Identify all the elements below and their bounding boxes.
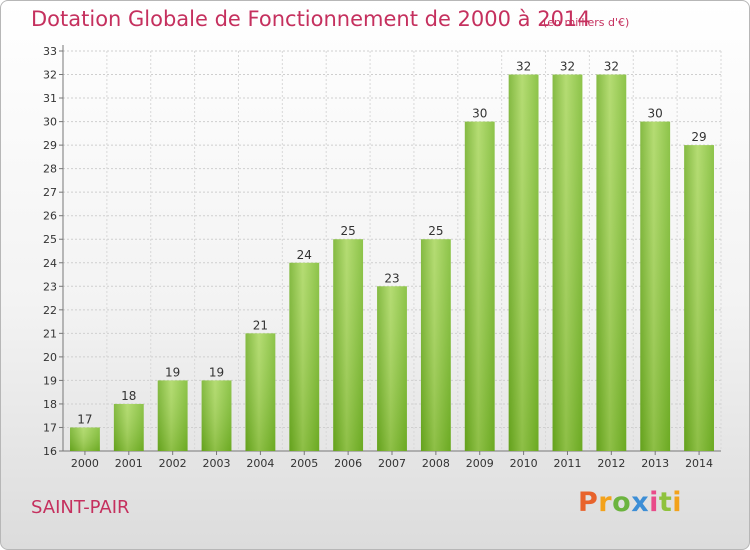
logo-letter: o: [612, 487, 632, 518]
y-tick-label: 32: [43, 69, 57, 82]
bar-shade: [201, 380, 232, 451]
value-label: 19: [165, 365, 180, 379]
x-tick-label: 2012: [597, 457, 625, 470]
y-tick-label: 18: [43, 398, 57, 411]
x-tick-label: 2008: [422, 457, 450, 470]
logo-letter: t: [658, 487, 673, 518]
y-tick-label: 33: [43, 45, 57, 58]
logo-letter: i: [649, 487, 659, 518]
y-tick-label: 20: [43, 351, 57, 364]
value-label: 32: [604, 60, 619, 74]
logo-letter: P: [578, 487, 599, 518]
value-label: 32: [560, 60, 575, 74]
value-label: 30: [472, 107, 487, 121]
chart-subtitle: (en milliers d'€): [543, 16, 630, 29]
y-tick-label: 25: [43, 233, 57, 246]
value-label: 17: [77, 412, 92, 426]
x-tick-label: 2007: [378, 457, 406, 470]
bar-shade: [596, 74, 627, 451]
y-tick-label: 26: [43, 210, 57, 223]
bar-shade: [157, 380, 188, 451]
bar-shade: [113, 403, 144, 451]
bar-shade: [333, 239, 364, 451]
value-label: 29: [691, 130, 706, 144]
x-tick-label: 2006: [334, 457, 362, 470]
x-tick-label: 2001: [115, 457, 143, 470]
value-label: 19: [209, 365, 224, 379]
bar-shade: [552, 74, 583, 451]
x-tick-label: 2013: [641, 457, 669, 470]
chart-title: Dotation Globale de Fonctionnement de 20…: [31, 7, 591, 31]
logo-letter: r: [598, 487, 613, 518]
commune-name: SAINT-PAIR: [31, 497, 130, 518]
value-label: 30: [648, 107, 663, 121]
x-tick-label: 2011: [553, 457, 581, 470]
y-tick-label: 29: [43, 139, 57, 152]
bar-shade: [508, 74, 539, 451]
x-tick-label: 2009: [466, 457, 494, 470]
bar-shade: [289, 262, 320, 451]
value-label: 32: [516, 60, 531, 74]
value-label: 23: [384, 271, 399, 285]
bar-shade: [640, 121, 671, 452]
proxiti-logo[interactable]: Proxiti: [578, 487, 682, 518]
value-labels: 17 18 19 19 21 24 25 23 25 30 32 32 32 30 29: [77, 60, 706, 427]
bar-shade: [245, 333, 276, 451]
value-label: 24: [297, 248, 312, 262]
x-tick-label: 2005: [290, 457, 318, 470]
y-tick-label: 21: [43, 327, 57, 340]
value-label: 25: [340, 224, 355, 238]
y-tick-label: 17: [43, 421, 57, 434]
bar-shade: [420, 239, 451, 451]
y-tick-label: 22: [43, 304, 57, 317]
x-tick-label: 2004: [246, 457, 274, 470]
bar-shade: [464, 121, 495, 452]
y-tick-label: 28: [43, 163, 57, 176]
y-tick-label: 23: [43, 280, 57, 293]
bar-shade: [70, 427, 100, 451]
y-tick-label: 24: [43, 257, 57, 270]
bars: [70, 74, 714, 452]
value-label: 18: [121, 389, 136, 403]
x-tick-label: 2003: [203, 457, 231, 470]
y-tick-label: 27: [43, 186, 57, 199]
logo-letter: i: [672, 487, 683, 518]
y-tick-label: 30: [43, 116, 57, 129]
value-label: 25: [428, 224, 443, 238]
x-tick-label: 2000: [71, 457, 99, 470]
logo-letter: x: [631, 487, 650, 518]
y-tick-label: 16: [43, 445, 57, 458]
bar-shade: [377, 286, 407, 451]
x-tick-label: 2002: [159, 457, 187, 470]
value-label: 21: [253, 318, 268, 332]
x-tick-label: 2014: [685, 457, 713, 470]
x-tick-label: 2010: [510, 457, 538, 470]
y-tick-label: 19: [43, 374, 57, 387]
bar-shade: [684, 145, 714, 451]
y-tick-label: 31: [43, 92, 57, 105]
